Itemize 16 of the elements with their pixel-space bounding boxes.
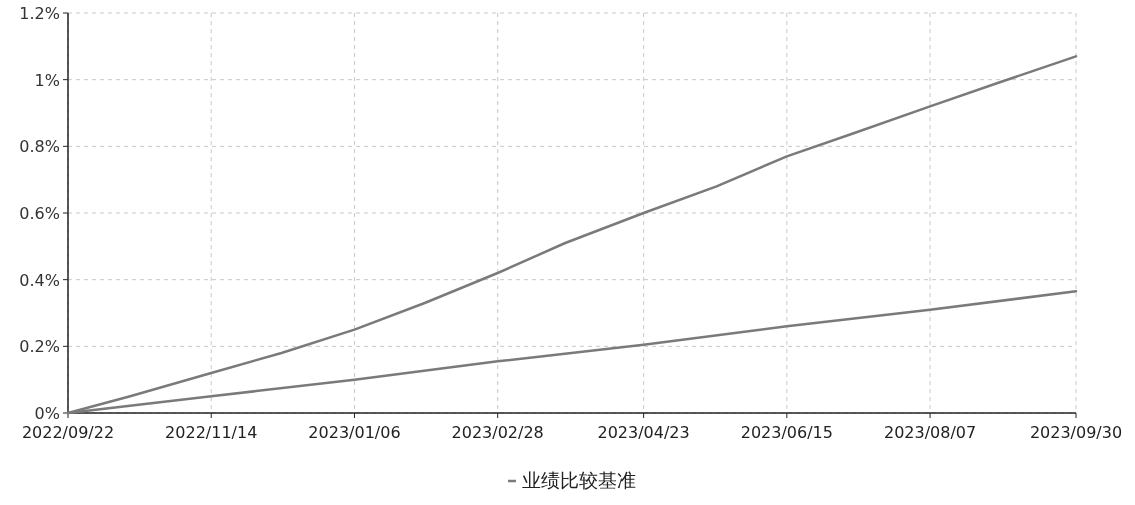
x-tick-label: 2023/09/30 xyxy=(1029,423,1123,442)
x-tick-label: 2023/02/28 xyxy=(451,423,544,442)
x-tick-label: 2023/01/06 xyxy=(308,423,401,442)
x-tick-label: 2022/09/22 xyxy=(21,423,115,442)
x-tick-label: 2023/08/07 xyxy=(883,423,977,442)
y-tick-label: 0.4% xyxy=(19,270,60,290)
x-tick-label: 2022/11/14 xyxy=(165,423,258,442)
y-tick-label: 0.2% xyxy=(19,337,60,357)
legend-label: 业绩比较基准 xyxy=(522,469,636,491)
y-tick-label: 0.6% xyxy=(19,204,60,223)
y-tick-label: 1.2% xyxy=(19,4,60,23)
x-tick-label: 2023/04/23 xyxy=(597,423,690,442)
y-tick-label: 0% xyxy=(34,404,60,423)
x-tick-label: 2023/06/15 xyxy=(740,423,833,442)
y-tick-label: 1% xyxy=(34,70,60,90)
y-tick-label: 0.8% xyxy=(19,137,60,157)
